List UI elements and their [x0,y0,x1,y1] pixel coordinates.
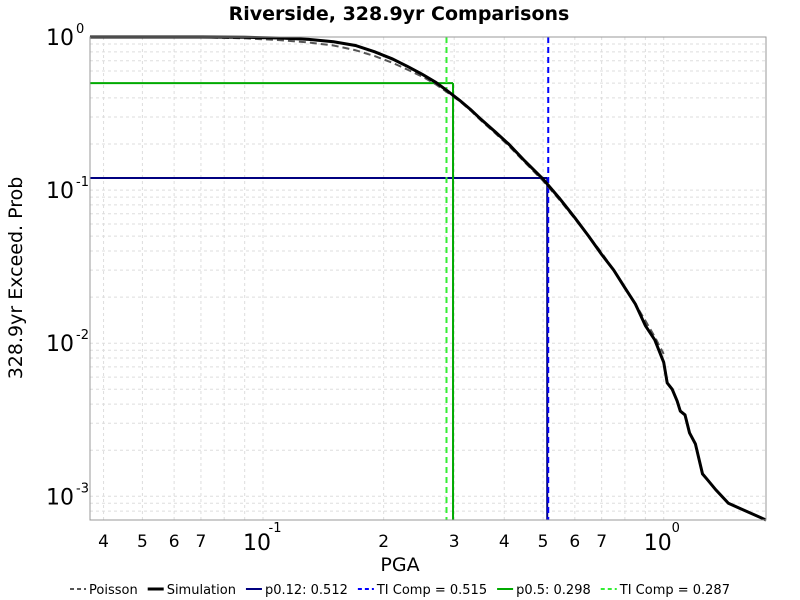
x-tick-label: 3 [449,532,460,552]
x-tick-label: 6 [169,532,180,552]
legend-label: p0.12: 0.512 [265,583,348,598]
y-tick-label: 10 [46,485,74,510]
y-tick-label: 10 [46,179,74,204]
x-tick-exponent: -1 [269,521,282,536]
legend-item-p0-5-0-298: p0.5: 0.298 [497,583,591,598]
x-tick-label: 2 [378,532,389,552]
x-tick-labels: 4 5 6 7 10-12 3 4 5 6 7 100 [98,521,680,556]
x-tick-label: 4 [499,532,510,552]
y-tick-exponent: 0 [76,22,84,37]
legend-label: Simulation [167,583,236,598]
x-tick-label: 4 [98,532,109,552]
x-tick-label: 6 [569,532,580,552]
y-tick-exponent: -3 [76,481,89,496]
y-axis-label: 328.9yr Exceed. Prob [5,177,27,380]
series-simulation [90,35,767,522]
y-tick-exponent: -1 [76,175,89,190]
legend-item-poisson: Poisson [70,583,138,598]
legend-label: TI Comp = 0.515 [376,583,487,598]
y-tick-label: 10 [46,332,74,357]
legend: Poisson Simulation p0.12: 0.512 TI Comp = 0… [70,583,730,598]
x-tick-label: 10 [243,531,271,556]
legend-item-ti-comp-0-515: TI Comp = 0.515 [357,583,487,598]
x-tick-exponent: 0 [672,521,680,536]
x-axis-label: PGA [380,554,419,576]
plot-area [90,37,766,520]
guide-lines [90,37,550,520]
legend-label: Poisson [89,583,138,598]
y-tick-label: 10 [46,26,74,51]
legend-label: p0.5: 0.298 [516,583,591,598]
legend-item-simulation: Simulation [147,583,236,598]
plot-border [89,36,767,521]
x-tick-label: 5 [137,532,148,552]
x-tick-label: 7 [196,532,207,552]
chart-title: Riverside, 328.9yr Comparisons [229,3,570,25]
legend-item-p0-12-0-512: p0.12: 0.512 [245,583,348,598]
x-tick-label: 10 [644,531,672,556]
y-tick-exponent: -2 [76,328,89,343]
legend-label: TI Comp = 0.287 [619,583,730,598]
legend-item-ti-comp-0-287: TI Comp = 0.287 [600,583,730,598]
x-tick-label: 7 [596,532,607,552]
series-lines [90,35,767,522]
x-tick-label: 5 [538,532,549,552]
